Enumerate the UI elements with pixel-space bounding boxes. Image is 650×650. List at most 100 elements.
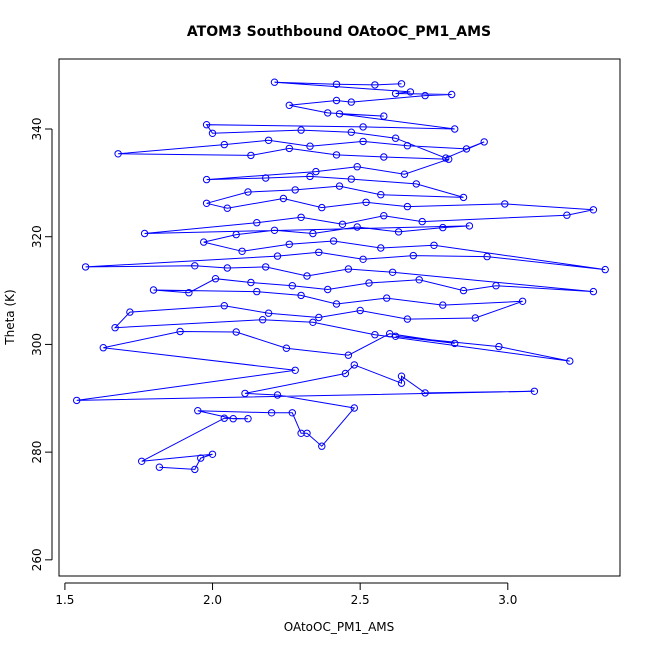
data-point [350,361,358,369]
data-point [451,125,459,133]
y-axis: 260 280 300 320 340 [30,118,53,571]
data-point [318,442,326,450]
data-point [285,144,293,153]
data-point [495,342,503,351]
data-point [191,465,199,474]
data-point [279,194,288,203]
data-point [421,389,429,397]
data-point [465,222,474,230]
data-point [332,300,341,308]
data-point [211,275,220,283]
data-point [391,332,400,340]
data-point [99,344,108,352]
data-point [253,219,261,227]
data-point [262,263,270,271]
x-tick-label: 2.5 [351,593,370,607]
x-tick-label: 1.5 [55,593,74,607]
data-point [371,331,379,339]
data-point [563,211,571,219]
data-point [267,409,276,417]
y-axis-label: Theta (K) [3,289,17,345]
data-point [359,137,367,146]
data-point [229,415,237,423]
data-point [442,154,450,162]
data-point [353,223,361,231]
data-point [220,414,229,422]
data-point [448,90,456,99]
data-point [309,318,317,326]
data-point [223,204,232,212]
data-point [589,287,598,296]
data-point [232,328,240,336]
data-point [270,226,279,235]
x-axis: 1.5 2.0 2.5 3.0 [55,582,517,607]
data-point [377,191,385,199]
y-tick-label: 300 [30,333,44,356]
data-point [388,268,397,276]
data-point [185,289,193,297]
data-point [353,163,361,171]
data-point [306,172,314,181]
data-point [264,136,273,145]
data-point [315,313,323,322]
data-point [285,240,293,249]
data-point [341,369,350,378]
data-point [350,404,358,412]
data-point [149,286,158,294]
data-point [589,206,598,214]
data-point [138,457,146,465]
data-point [480,138,488,146]
data-point [383,294,391,302]
series-line [76,81,606,470]
data-point [114,150,122,158]
x-axis-label: OAtoOC_PM1_AMS [284,620,395,634]
data-point [329,237,338,245]
y-tick-label: 260 [30,548,44,571]
data-point [397,379,406,387]
data-point [377,244,385,252]
data-point [344,351,353,359]
data-point [241,389,249,398]
data-point [273,391,282,399]
data-point [430,241,438,250]
data-point [270,78,279,86]
data-point [380,112,388,120]
data-point [335,182,344,190]
data-point [197,454,205,462]
data-point [208,450,217,458]
data-point [451,339,459,348]
data-point [324,109,332,117]
data-point [232,230,240,239]
data-point [415,276,423,284]
x-tick-label: 2.0 [203,593,222,607]
data-point [386,330,394,338]
data-point [303,272,311,280]
data-point [259,316,267,324]
data-point [264,309,273,317]
data-point [220,302,229,310]
data-point [492,282,500,290]
data-point [418,217,426,226]
data-point [409,251,417,260]
data-point [200,238,208,246]
data-point [312,167,320,176]
data-point [403,202,412,211]
y-tick-label: 280 [30,441,44,464]
data-point [81,263,90,271]
data-point [439,223,447,232]
data-point [202,175,211,184]
data-point [247,278,255,287]
chart-title: ATOM3 Southbound OAtoOC_PM1_AMS [187,24,491,40]
data-point [176,327,184,336]
data-point [501,200,509,208]
data-point [285,101,293,110]
data-point [459,286,468,295]
data-point [397,372,406,380]
data-point [291,366,299,374]
data-point [344,265,353,273]
data-point [380,153,388,161]
data-point [247,151,255,160]
data-point [306,142,314,150]
data-point [406,88,415,96]
